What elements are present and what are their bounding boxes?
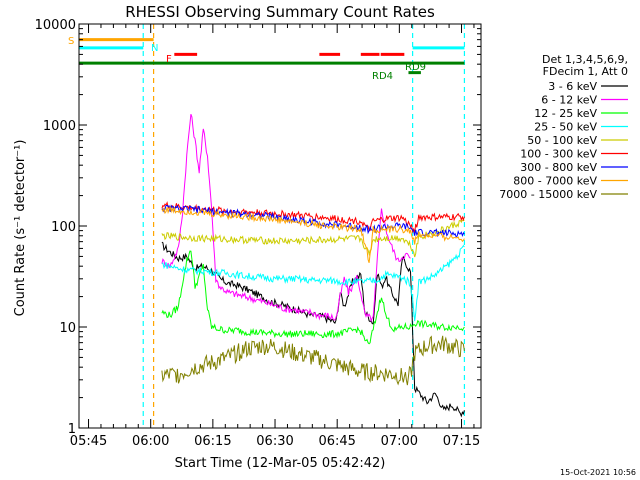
y-tick-label-3: 1000 bbox=[43, 119, 76, 134]
y-tick-label-0: 1 bbox=[68, 422, 76, 437]
flag-label-rd9: RD9 bbox=[405, 62, 426, 73]
series-layer bbox=[161, 114, 465, 418]
x-axis-label: Start Time (12-Mar-05 05:42:42) bbox=[175, 456, 386, 471]
flag-label-n: N bbox=[151, 43, 158, 54]
x-tick-label-6: 07:15 bbox=[443, 434, 480, 449]
legend-label-4: 50 - 100 keV bbox=[527, 134, 597, 147]
legend: Det 1,3,4,5,6,9,FDecim 1, Att 0 3 - 6 keV… bbox=[499, 53, 628, 201]
y-tick-label-2: 100 bbox=[51, 220, 76, 235]
timestamp: 15-Oct-2021 10:56 bbox=[560, 468, 636, 477]
series-line-3 bbox=[161, 244, 465, 322]
x-tick-label-4: 06:45 bbox=[318, 434, 355, 449]
y-axis-label: Count Rate (s⁻¹ detector⁻¹) bbox=[13, 140, 28, 317]
legend-header-0: Det 1,3,4,5,6,9, bbox=[542, 53, 628, 66]
x-tick-label-1: 06:00 bbox=[132, 434, 169, 449]
x-tick-label-5: 07:00 bbox=[381, 434, 418, 449]
flag-label-s: S bbox=[68, 36, 74, 47]
y-tick-label-1: 10 bbox=[59, 321, 76, 336]
annotation-layer: S NF RD9 RD4 bbox=[68, 36, 465, 82]
legend-label-3: 25 - 50 keV bbox=[534, 121, 597, 134]
legend-label-8: 7000 - 15000 keV bbox=[499, 188, 597, 201]
series-line-1 bbox=[161, 114, 411, 323]
legend-label-6: 300 - 800 keV bbox=[520, 161, 597, 174]
legend-label-2: 12 - 25 keV bbox=[534, 107, 597, 120]
y-tick-label-4: 10000 bbox=[35, 18, 76, 33]
series-line-2 bbox=[161, 250, 465, 345]
chart-title: RHESSI Observing Summary Count Rates bbox=[125, 3, 435, 21]
legend-label-5: 100 - 300 keV bbox=[520, 148, 597, 161]
axes: 1 10 100 1000 10000 05:45 06:00 06:15 06:30 06:45… bbox=[35, 18, 481, 449]
legend-label-7: 800 - 7000 keV bbox=[513, 175, 597, 188]
series-line-7 bbox=[161, 205, 465, 263]
series-line-8 bbox=[161, 335, 465, 386]
legend-label-0: 3 - 6 keV bbox=[548, 80, 597, 93]
legend-header-1: FDecim 1, Att 0 bbox=[543, 65, 628, 78]
series-line-6 bbox=[161, 204, 465, 238]
flag-label-f: F bbox=[166, 54, 172, 65]
x-tick-label-0: 05:45 bbox=[70, 434, 107, 449]
x-tick-label-2: 06:15 bbox=[194, 434, 231, 449]
x-tick-label-3: 06:30 bbox=[256, 434, 293, 449]
series-line-4 bbox=[161, 219, 465, 258]
flag-label-rd4: RD4 bbox=[372, 71, 393, 82]
legend-label-1: 6 - 12 keV bbox=[541, 94, 597, 107]
